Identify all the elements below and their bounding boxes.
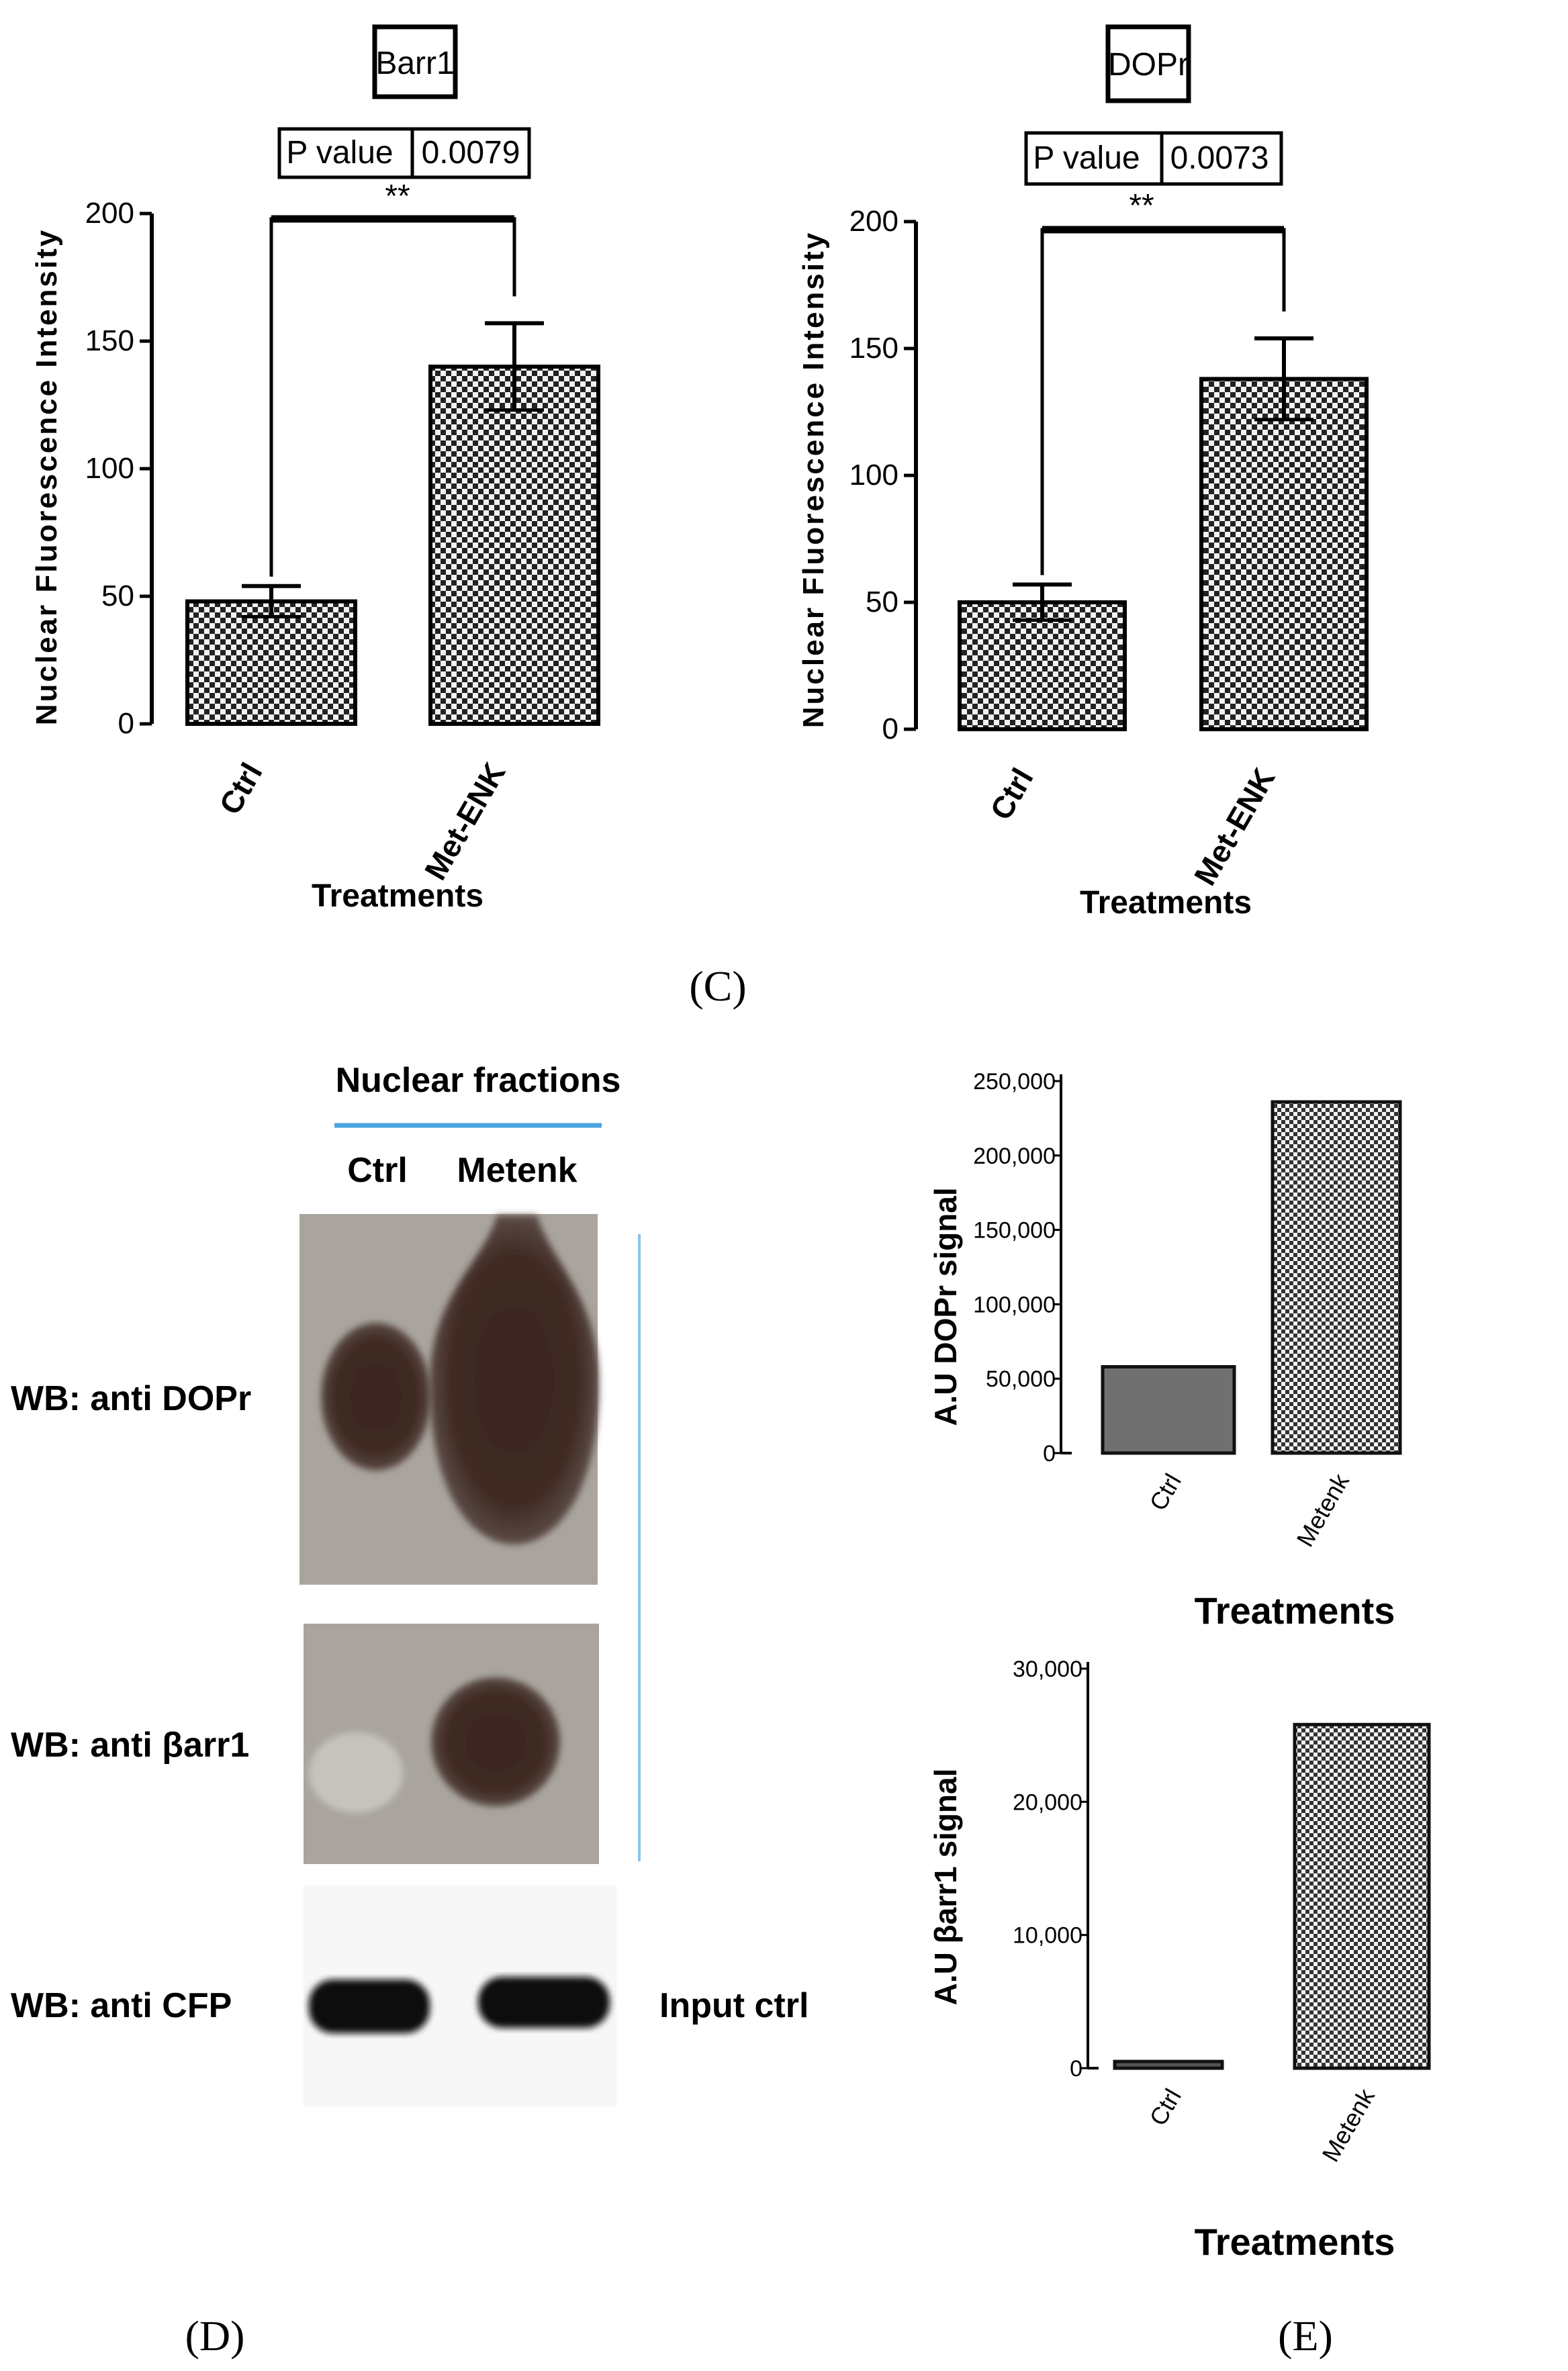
input-ctrl-label: Input ctrl <box>659 1986 809 2025</box>
y-tick-label: 50 <box>866 586 898 618</box>
y-tick-label: 150 <box>849 332 898 365</box>
row-label-cfp: WB: anti CFP <box>11 1986 232 2025</box>
band-metenk-barr1 <box>431 1677 560 1806</box>
y-tick-label: 50 <box>101 579 134 612</box>
bar-metenk <box>1293 1722 1431 2070</box>
pvalue-value: 0.0073 <box>1170 140 1269 176</box>
chart-title-box <box>1105 24 1191 103</box>
x-axis-label: Treatments <box>1080 885 1252 921</box>
chart-barr1-signal: A.U βarr1 signal Treatments 0 10,000 20,00… <box>928 1657 1431 2263</box>
band-metenk-cfp <box>478 1977 610 2028</box>
pvalue-box <box>277 127 531 179</box>
chart-dopr-signal: A.U DOPr signal Treatments 0 50,000 100,00… <box>928 1069 1402 1632</box>
y-tick-label: 150 <box>85 324 134 357</box>
lane-label-ctrl: Ctrl <box>347 1151 408 1190</box>
bar-ctrl <box>1113 2059 1224 2070</box>
x-axis-label: Treatments <box>312 878 483 914</box>
significance-marker: ** <box>1129 188 1154 224</box>
pvalue-value: 0.0079 <box>422 135 520 171</box>
blot-header: Nuclear fractions <box>336 1061 621 1100</box>
y-axis-label: A.U DOPr signal <box>928 1187 963 1426</box>
y-tick-label: 150,000 <box>973 1218 1056 1244</box>
x-tick-label: Met-ENK <box>1187 762 1282 891</box>
y-tick-label: 200 <box>85 197 134 230</box>
y-tick-label: 100 <box>849 459 898 492</box>
panel-label-d: (D) <box>185 2312 245 2360</box>
x-tick-label: Metenk <box>1316 2084 1380 2167</box>
y-tick-label: 30,000 <box>1013 1657 1082 1682</box>
x-tick-label: Ctrl <box>1144 2084 1187 2131</box>
bar-met-enk <box>428 365 600 726</box>
band-ctrl-cfp <box>309 1980 430 2033</box>
y-tick-label: 20,000 <box>1013 1789 1082 1815</box>
chart-dopr: DOPr P value 0.0073 ** Nuclear Fluoresce… <box>797 24 1369 921</box>
x-axis-label: Treatments <box>1195 2221 1395 2263</box>
x-tick-label: Ctrl <box>212 757 269 821</box>
y-tick-label: 0 <box>1070 2056 1082 2082</box>
chart-title: Barr1 <box>375 46 454 81</box>
y-axis-label: Nuclear Fluorescence Intensity <box>30 228 63 725</box>
y-axis-label: A.U βarr1 signal <box>928 1769 963 2006</box>
chart-barr1: Barr1 P value 0.0079 ** Nuclear Fluoresc… <box>30 24 600 914</box>
pvalue-box <box>1024 131 1283 186</box>
significance-marker: ** <box>385 179 410 214</box>
x-tick-label: Metenk <box>1291 1469 1354 1552</box>
y-tick-label: 0 <box>118 707 134 740</box>
bar-met-enk <box>1199 377 1369 731</box>
y-tick-label: 200 <box>849 205 898 238</box>
panel-label-e: (E) <box>1278 2312 1333 2360</box>
y-tick-label: 50,000 <box>986 1366 1056 1392</box>
x-tick-label: Ctrl <box>1144 1469 1187 1516</box>
row-label-dopr: WB: anti DOPr <box>11 1379 251 1418</box>
y-tick-label: 0 <box>882 712 898 745</box>
band-metenk-dopr <box>430 1215 599 1544</box>
band-ctrl-dopr <box>321 1323 431 1471</box>
row-label-barr1: WB: anti βarr1 <box>11 1726 249 1765</box>
y-axis-label: Nuclear Fluorescence Intensity <box>797 231 830 728</box>
x-tick-label: Met-ENK <box>418 757 512 886</box>
panel-d-blots: Nuclear fractions Ctrl Metenk WB: anti D… <box>11 1061 809 2107</box>
bar-metenk <box>1271 1100 1402 1455</box>
chart-title-box <box>372 24 458 99</box>
y-tick-label: 250,000 <box>973 1069 1056 1095</box>
pvalue-label: P value <box>286 135 393 171</box>
y-tick-label: 100,000 <box>973 1292 1056 1317</box>
x-tick-label: Ctrl <box>983 762 1040 826</box>
y-tick-label: 100 <box>85 452 134 485</box>
bar-ctrl <box>185 599 357 726</box>
y-tick-label: 0 <box>1043 1441 1056 1467</box>
bar-ctrl <box>1101 1364 1236 1455</box>
y-tick-label: 10,000 <box>1013 1923 1082 1949</box>
chart-title: DOPr <box>1108 47 1189 83</box>
panel-label-c: (C) <box>689 962 746 1010</box>
y-tick-label: 200,000 <box>973 1144 1056 1169</box>
x-axis-label: Treatments <box>1195 1589 1395 1632</box>
bar-ctrl <box>958 600 1127 731</box>
pvalue-label: P value <box>1033 140 1140 176</box>
lane-label-metenk: Metenk <box>457 1151 577 1190</box>
